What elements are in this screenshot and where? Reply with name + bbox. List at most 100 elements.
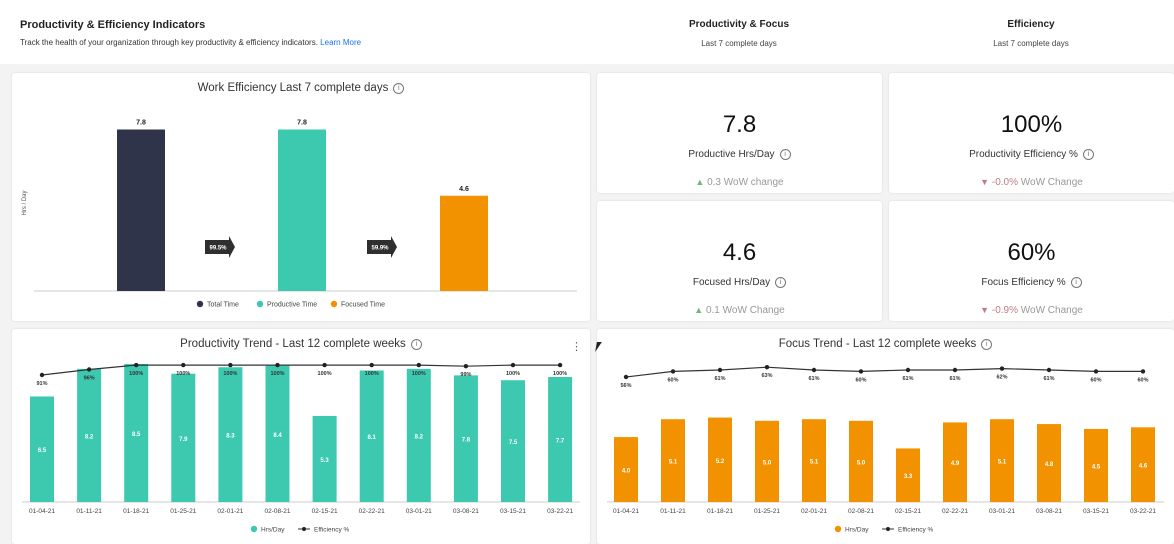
bar-value-label: 7.5 xyxy=(509,440,518,446)
y-axis-label: Hrs / Day xyxy=(22,190,28,215)
bar xyxy=(1131,427,1155,502)
efficiency-label: 61% xyxy=(714,376,725,382)
x-tick-label: 02-15-21 xyxy=(895,508,921,515)
bar-value-label: 5.3 xyxy=(320,458,329,464)
legend-dot xyxy=(250,525,258,533)
bar-value-label: 4.6 xyxy=(1139,464,1148,470)
info-icon[interactable]: i xyxy=(410,339,422,350)
learn-more-link[interactable]: Learn More xyxy=(320,38,362,47)
efficiency-point xyxy=(86,367,92,372)
x-tick-label: 03-22-21 xyxy=(547,508,573,515)
kpi-label-text: Productive Hrs/Day xyxy=(688,149,775,160)
efficiency-label: 60% xyxy=(1090,377,1101,383)
kpi-card-focus-efficiency: 60% Focus Efficiency % i ▼ -0.9% WoW Chan… xyxy=(889,201,1174,321)
efficiency-label: 60% xyxy=(855,377,866,383)
bar-2 xyxy=(440,195,488,291)
kpi-value: 4.6 xyxy=(722,239,757,266)
legend-label: Hrs/Day xyxy=(261,527,285,534)
bar xyxy=(501,380,525,502)
bar-0 xyxy=(117,129,165,291)
bar xyxy=(453,375,478,502)
legend-label: Hrs/Day xyxy=(845,527,869,534)
more-options-icon[interactable]: ⋮ xyxy=(571,340,582,353)
efficiency-title: Efficiency xyxy=(1007,19,1055,30)
bar-value-label: 8.2 xyxy=(415,434,424,440)
info-icon[interactable]: i xyxy=(981,339,993,350)
focus-trend-card: Focus Trend - Last 12 complete weeks i 4.… xyxy=(597,329,1174,544)
work-efficiency-title-text: Work Efficiency Last 7 complete days xyxy=(197,82,389,94)
productivity-trend-title-text: Productivity Trend - Last 12 complete we… xyxy=(180,338,406,350)
legend-line-dot xyxy=(302,527,306,531)
bar-value-label: 5.1 xyxy=(810,460,819,466)
x-tick-label: 02-08-21 xyxy=(264,508,290,515)
arrow-right-icon xyxy=(205,236,235,258)
bar-value-label: 4.8 xyxy=(1045,462,1054,468)
efficiency-label: 100% xyxy=(318,371,332,377)
bar xyxy=(990,419,1014,502)
efficiency-label: 56% xyxy=(620,383,631,389)
efficiency-point xyxy=(1046,367,1052,373)
efficiency-point xyxy=(623,374,629,380)
focus-trend-title: Focus Trend - Last 12 complete weeks i xyxy=(597,338,1174,350)
efficiency-point xyxy=(764,365,770,370)
legend-label: Efficiency % xyxy=(898,527,934,534)
x-tick-label: 01-25-21 xyxy=(754,508,780,515)
kpi-value: 100% xyxy=(1000,111,1063,138)
efficiency-point xyxy=(999,366,1005,371)
efficiency-point xyxy=(811,367,817,373)
legend-label: Productive Time xyxy=(267,302,317,309)
efficiency-period: Last 7 complete days xyxy=(993,39,1069,48)
bar-value-label: 4.6 xyxy=(459,186,469,193)
x-tick-label: 02-22-21 xyxy=(942,508,968,515)
kpi-label: Focused Hrs/Day i xyxy=(597,277,882,288)
legend-dot xyxy=(330,300,338,308)
focus-trend-chart: 4.0 01-04-21 5.1 01-11-21 5.2 01-18-21 5.0 01-2… xyxy=(607,365,1164,534)
bar-value-label: 5.0 xyxy=(857,460,866,466)
productivity-focus-header: Productivity & Focus Last 7 complete day… xyxy=(649,19,829,48)
efficiency-point xyxy=(557,362,563,368)
x-tick-label: 01-18-21 xyxy=(707,508,733,515)
info-icon[interactable]: i xyxy=(393,83,405,94)
x-tick-label: 01-11-21 xyxy=(76,508,102,515)
efficiency-label: 60% xyxy=(667,377,678,383)
legend-dot xyxy=(196,300,204,308)
info-icon[interactable]: i xyxy=(1082,149,1094,160)
info-icon[interactable]: i xyxy=(775,277,787,288)
kpi-label-text: Productivity Efficiency % xyxy=(969,149,1078,160)
efficiency-point xyxy=(670,369,676,374)
legend-dot xyxy=(834,525,842,533)
efficiency-point xyxy=(181,362,186,368)
bar-value-label: 8.2 xyxy=(85,434,94,440)
page-header: Productivity & Efficiency Indicators Tra… xyxy=(0,0,1174,64)
kpi-change: ▼ -0.9% WoW Change xyxy=(889,305,1174,316)
info-icon[interactable]: i xyxy=(779,149,791,160)
bar-value-label: 3.3 xyxy=(904,474,913,480)
efficiency-label: 100% xyxy=(176,371,190,377)
bar-value-label: 6.5 xyxy=(38,448,47,454)
kpi-change-value: -0.9% xyxy=(991,305,1018,316)
bar-value-label: 5.1 xyxy=(669,460,678,466)
bar xyxy=(30,396,54,502)
x-tick-label: 01-18-21 xyxy=(123,508,149,515)
efficiency-line xyxy=(41,364,561,376)
legend-label: Total Time xyxy=(207,302,239,309)
efficiency-point xyxy=(510,362,516,368)
x-tick-label: 03-01-21 xyxy=(406,508,432,515)
bar xyxy=(77,368,102,502)
efficiency-label: 100% xyxy=(412,371,426,377)
efficiency-point xyxy=(952,367,958,373)
efficiency-point xyxy=(228,362,233,368)
bar-value-label: 5.0 xyxy=(763,460,772,466)
efficiency-label: 61% xyxy=(808,376,819,382)
info-icon[interactable]: i xyxy=(1070,277,1082,288)
page-title: Productivity & Efficiency Indicators xyxy=(20,19,206,31)
bar-value-label: 7.9 xyxy=(179,437,188,443)
efficiency-label: 61% xyxy=(1043,376,1054,382)
kpi-change: ▲ 0.3 WoW change xyxy=(597,177,882,188)
bar-value-label: 8.5 xyxy=(132,432,141,438)
kpi-change: ▲ 0.1 WoW Change xyxy=(597,305,882,316)
kpi-change-value: 0.1 xyxy=(705,305,720,316)
x-tick-label: 01-25-21 xyxy=(170,508,196,515)
efficiency-label: 91% xyxy=(36,381,47,387)
x-tick-label: 01-11-21 xyxy=(660,508,686,515)
